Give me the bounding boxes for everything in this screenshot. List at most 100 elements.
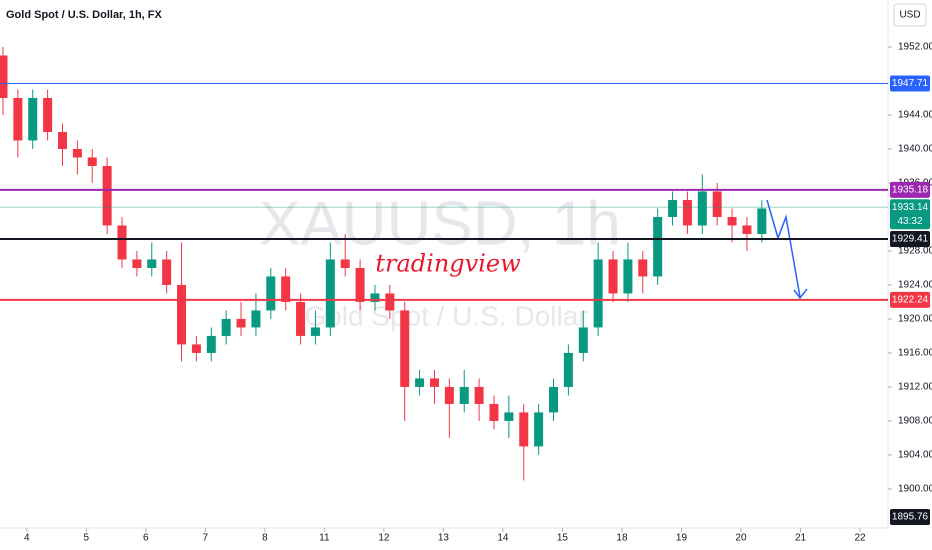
x-tick-label: 19 [676, 533, 688, 544]
candle-body [221, 318, 231, 336]
candle-body [296, 301, 306, 336]
candle-body [340, 259, 350, 268]
candle-body [415, 378, 425, 387]
candle-body [459, 386, 469, 404]
x-tick-label: 18 [616, 533, 628, 544]
x-tick-label: 11 [319, 533, 330, 544]
candle-body [132, 259, 142, 268]
candle-body [682, 199, 692, 226]
x-tick-label: 21 [795, 533, 807, 544]
x-tick-label: 4 [24, 533, 30, 544]
y-tick-label: 1908.00 [898, 416, 932, 427]
candle-body [266, 276, 276, 311]
cursor-price-bg [890, 508, 930, 525]
watermark: XAUUSD, 1h [259, 189, 621, 258]
candle-body [444, 386, 454, 404]
candle-body [355, 267, 365, 302]
last-price-label: 1933.14 [892, 202, 929, 213]
y-tick-label: 1924.00 [898, 280, 932, 291]
chart-title: Gold Spot / U.S. Dollar, 1h, FX [6, 9, 163, 21]
level-label-bg [890, 230, 930, 247]
x-tick-label: 15 [557, 533, 569, 544]
level-label: 1929.41 [892, 234, 929, 245]
candle-body [191, 344, 201, 353]
candle-body [13, 97, 23, 141]
x-tick-label: 8 [262, 533, 268, 544]
candle-body [281, 276, 291, 302]
candle-body [534, 412, 544, 447]
x-tick-label: 12 [378, 533, 390, 544]
cursor-price-label: 1895.76 [892, 512, 929, 523]
candle-body [638, 259, 648, 277]
candle-body [623, 259, 633, 294]
level-label-bg [890, 181, 930, 198]
level-label-bg [890, 75, 930, 92]
y-tick-label: 1920.00 [898, 314, 932, 325]
candle-body [251, 310, 261, 328]
countdown: 43:32 [897, 216, 922, 227]
candle-body [117, 225, 127, 260]
x-tick-label: 22 [854, 533, 866, 544]
level-label: 1935.18 [892, 185, 929, 196]
candle-body [236, 318, 246, 328]
y-tick-label: 1928.00 [898, 246, 932, 257]
candle-body [474, 386, 484, 404]
forecast-arrowhead [793, 288, 808, 300]
level-label: 1922.24 [892, 295, 929, 306]
level-label: 1947.71 [892, 78, 929, 89]
last-price-bg [890, 199, 930, 230]
candle-body [653, 216, 663, 277]
level-label-bg [890, 291, 930, 308]
y-tick-label: 1900.00 [898, 484, 932, 495]
candle-body [325, 259, 335, 328]
y-tick-label: 1904.00 [898, 450, 932, 461]
y-tick-label: 1944.00 [898, 110, 932, 121]
x-tick-label: 6 [143, 533, 149, 544]
candle-body [668, 199, 678, 217]
currency-button[interactable] [893, 3, 927, 27]
candle-body [757, 208, 767, 234]
y-tick-label: 1916.00 [898, 348, 932, 359]
forecast-arrow [766, 199, 801, 298]
candle-body [162, 259, 172, 285]
candle-body [400, 310, 410, 387]
candle-body [87, 157, 97, 166]
candle-body [370, 293, 380, 302]
candle-body [147, 259, 157, 268]
x-tick-label: 20 [735, 533, 747, 544]
y-tick-label: 1940.00 [898, 144, 932, 155]
candle-body [608, 259, 618, 294]
candle-body [712, 191, 722, 217]
x-tick-label: 5 [84, 533, 90, 544]
annotation: tradingview [375, 250, 521, 278]
y-tick-label: 1912.00 [898, 382, 932, 393]
candle-body [742, 225, 752, 234]
candle-body [43, 97, 53, 132]
candle-body [549, 386, 559, 413]
candle-body [72, 148, 82, 158]
currency-label: USD [899, 10, 920, 21]
y-tick-label: 1952.00 [898, 42, 932, 53]
candle-body [310, 327, 320, 336]
candle-body [489, 403, 499, 421]
candle-body [519, 412, 529, 447]
x-tick-label: 13 [438, 533, 450, 544]
x-tick-label: 14 [497, 533, 509, 544]
candle-body [206, 335, 216, 353]
candle-body [28, 97, 38, 141]
watermark-subtitle: Gold Spot / U.S. Dollar [304, 300, 587, 331]
candle-body [504, 412, 514, 421]
candle-body [429, 378, 439, 387]
candle-body [177, 284, 187, 345]
x-tick-label: 7 [203, 533, 209, 544]
candle-body [0, 55, 8, 98]
candle-body [727, 216, 737, 226]
candle-body [578, 327, 588, 353]
candle-body [563, 352, 573, 387]
candle-body [57, 131, 67, 149]
candle-body [102, 165, 112, 226]
candle-body [697, 191, 707, 226]
candle-body [385, 293, 395, 311]
candle-body [593, 259, 603, 328]
